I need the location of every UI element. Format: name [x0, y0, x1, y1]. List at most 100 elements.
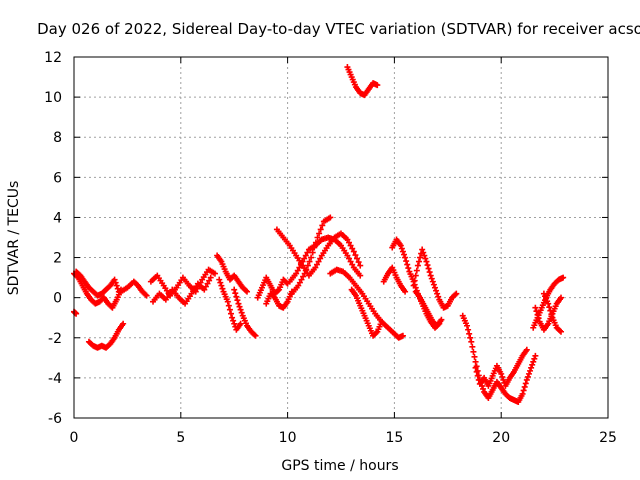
data-point: [211, 270, 218, 277]
data-point: [313, 261, 320, 268]
data-point: [346, 239, 353, 246]
data-point: [202, 283, 209, 290]
data-point: [474, 367, 481, 374]
data-point: [434, 290, 441, 297]
data-point: [532, 352, 539, 359]
data-point: [547, 307, 554, 314]
series-d: [85, 320, 127, 351]
data-point: [306, 258, 313, 265]
grid: [74, 57, 608, 418]
data-point: [317, 255, 324, 262]
data-point: [237, 306, 244, 313]
data-point: [120, 320, 127, 327]
data-point: [314, 234, 321, 241]
data-point: [234, 297, 241, 304]
data-point: [556, 327, 563, 334]
data-point: [519, 390, 526, 397]
data-marks: [71, 64, 567, 405]
x-tick-label: 25: [599, 430, 617, 446]
data-point: [295, 282, 302, 289]
data-point: [236, 303, 243, 310]
data-point: [112, 279, 119, 286]
data-point: [402, 288, 409, 295]
y-tick-label: 2: [53, 251, 62, 267]
data-point: [206, 277, 213, 284]
data-point: [224, 298, 231, 305]
data-point: [558, 328, 565, 335]
data-point: [403, 258, 410, 265]
data-point: [238, 309, 245, 316]
data-point: [319, 222, 326, 229]
data-point: [535, 315, 542, 322]
data-point: [521, 383, 528, 390]
data-point: [293, 270, 300, 277]
data-point: [472, 358, 479, 365]
series-w: [459, 312, 539, 405]
data-point: [472, 364, 479, 371]
data-point: [473, 368, 480, 375]
data-point: [233, 293, 240, 300]
data-point: [355, 259, 362, 266]
data-point: [520, 387, 527, 394]
data-point: [428, 275, 435, 282]
data-point: [296, 279, 303, 286]
series-aa: [540, 290, 565, 335]
data-point: [453, 290, 460, 297]
series-u: [410, 246, 460, 311]
data-point: [226, 306, 233, 313]
data-point: [527, 367, 534, 374]
y-tick-label: 0: [53, 291, 62, 307]
data-point: [357, 272, 364, 279]
data-point: [297, 261, 304, 268]
data-point: [114, 285, 121, 292]
data-point: [230, 317, 237, 324]
data-point: [327, 214, 334, 221]
data-point: [216, 276, 223, 283]
y-tick-label: -2: [48, 331, 62, 347]
data-point: [523, 376, 530, 383]
data-point: [470, 348, 477, 355]
data-point: [414, 262, 421, 269]
data-point: [207, 274, 214, 281]
data-point: [303, 266, 310, 273]
data-point: [309, 249, 316, 256]
series-v: [412, 288, 445, 329]
data-point: [420, 249, 427, 256]
data-point: [424, 262, 431, 269]
data-point: [251, 331, 258, 338]
data-point: [419, 246, 426, 253]
data-point: [346, 255, 353, 262]
data-point: [300, 273, 307, 280]
data-point: [299, 258, 306, 265]
data-point: [398, 245, 405, 252]
data-point: [399, 248, 406, 255]
data-point: [378, 318, 385, 325]
data-point: [532, 304, 539, 311]
series-c: [71, 308, 80, 317]
data-point: [304, 262, 311, 269]
series-k: [254, 274, 291, 301]
data-point: [427, 272, 434, 279]
data-point: [111, 276, 118, 283]
data-point: [531, 355, 538, 362]
data-point: [525, 370, 532, 377]
y-tick-label: 12: [44, 50, 62, 66]
data-point: [352, 252, 359, 259]
plot-frame: [73, 56, 609, 419]
data-point: [471, 353, 478, 360]
data-point: [302, 252, 309, 259]
data-point: [498, 370, 505, 377]
data-point: [231, 320, 238, 327]
data-point: [204, 280, 211, 287]
series-s: [380, 264, 409, 295]
series-j: [231, 286, 259, 339]
x-tick-label: 0: [70, 430, 79, 446]
data-point: [312, 239, 319, 246]
data-point: [425, 265, 432, 272]
data-point: [422, 255, 429, 262]
data-point: [413, 267, 420, 274]
data-point: [530, 358, 537, 365]
data-point: [499, 373, 506, 380]
data-point: [301, 270, 308, 277]
